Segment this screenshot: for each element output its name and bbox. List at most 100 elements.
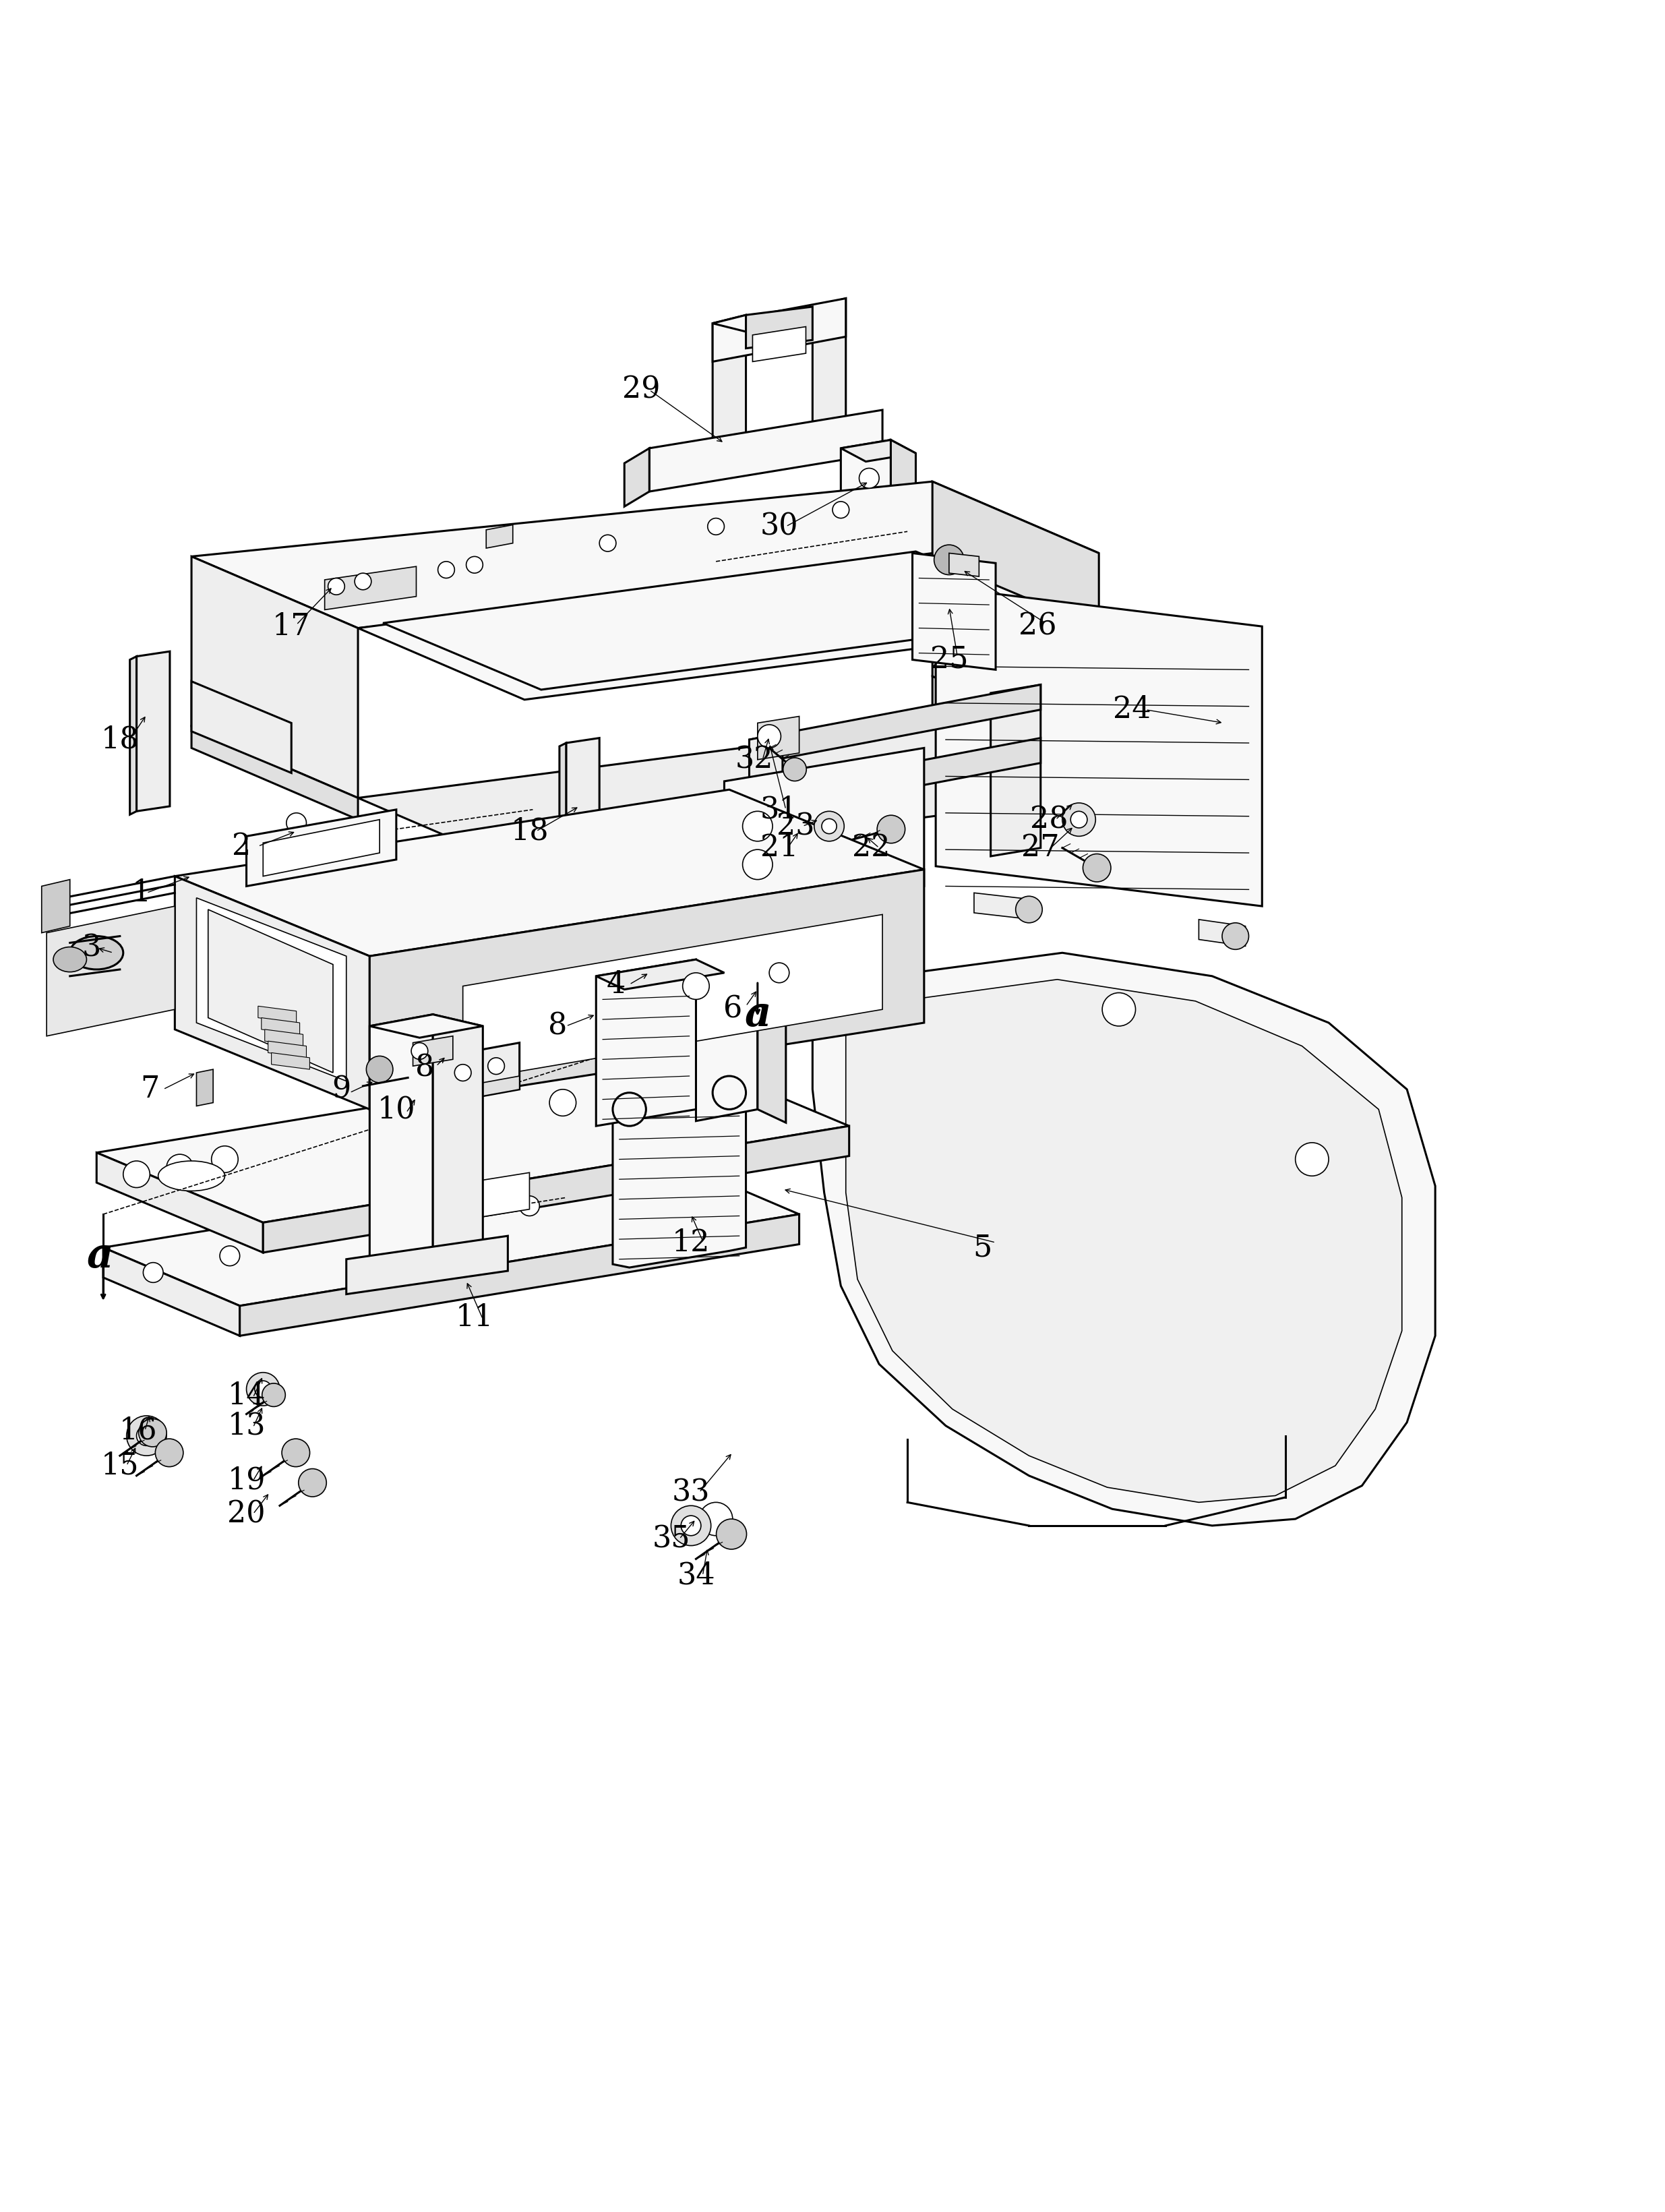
- Circle shape: [220, 1245, 240, 1265]
- Text: 29: 29: [623, 376, 659, 405]
- Polygon shape: [841, 440, 891, 518]
- Circle shape: [1102, 993, 1136, 1026]
- Polygon shape: [196, 1068, 213, 1106]
- Polygon shape: [713, 299, 846, 361]
- Circle shape: [708, 518, 724, 535]
- Polygon shape: [891, 440, 916, 524]
- Polygon shape: [261, 1018, 300, 1035]
- Circle shape: [934, 544, 964, 575]
- Polygon shape: [746, 307, 813, 347]
- Polygon shape: [346, 1237, 508, 1294]
- Text: 13: 13: [228, 1411, 265, 1440]
- Circle shape: [713, 1075, 746, 1110]
- Circle shape: [488, 1057, 504, 1075]
- Polygon shape: [749, 686, 1041, 765]
- Circle shape: [716, 1520, 746, 1548]
- Circle shape: [138, 1418, 166, 1447]
- Ellipse shape: [158, 1161, 225, 1190]
- Text: 20: 20: [228, 1500, 265, 1528]
- Text: 11: 11: [456, 1303, 493, 1332]
- Circle shape: [743, 849, 773, 880]
- Polygon shape: [258, 1006, 296, 1022]
- Text: 28: 28: [1031, 805, 1067, 834]
- Circle shape: [743, 812, 773, 841]
- Polygon shape: [413, 1035, 453, 1066]
- Text: 10: 10: [378, 1095, 415, 1124]
- Polygon shape: [97, 1055, 849, 1223]
- Circle shape: [411, 1042, 428, 1060]
- Polygon shape: [749, 739, 1041, 818]
- Polygon shape: [175, 876, 370, 1110]
- Circle shape: [438, 562, 455, 577]
- Polygon shape: [268, 1042, 306, 1057]
- Polygon shape: [265, 1029, 303, 1046]
- Polygon shape: [813, 953, 1435, 1526]
- Polygon shape: [596, 960, 696, 1126]
- Polygon shape: [566, 739, 599, 898]
- Polygon shape: [713, 314, 746, 473]
- Polygon shape: [991, 686, 1041, 856]
- Text: 2: 2: [231, 832, 251, 860]
- Text: 34: 34: [678, 1562, 714, 1590]
- Circle shape: [1295, 1144, 1329, 1177]
- Ellipse shape: [70, 936, 123, 969]
- Polygon shape: [370, 1015, 433, 1272]
- Circle shape: [859, 469, 879, 489]
- Polygon shape: [103, 1157, 799, 1305]
- Text: 16: 16: [120, 1416, 157, 1444]
- Polygon shape: [486, 524, 513, 549]
- Polygon shape: [383, 551, 1074, 690]
- Polygon shape: [974, 894, 1032, 920]
- Polygon shape: [97, 1152, 263, 1252]
- Polygon shape: [596, 960, 724, 989]
- Circle shape: [769, 962, 789, 982]
- Circle shape: [261, 1382, 285, 1407]
- Circle shape: [246, 1371, 280, 1407]
- Text: 17: 17: [273, 613, 310, 641]
- Text: 22: 22: [852, 834, 889, 863]
- Circle shape: [1062, 803, 1096, 836]
- Polygon shape: [263, 821, 380, 876]
- Circle shape: [1082, 854, 1111, 883]
- Polygon shape: [713, 314, 779, 332]
- Circle shape: [328, 577, 345, 595]
- Polygon shape: [375, 1130, 475, 1192]
- Polygon shape: [137, 650, 170, 812]
- Circle shape: [683, 973, 709, 1000]
- Circle shape: [1016, 896, 1042, 922]
- Text: 35: 35: [653, 1524, 689, 1553]
- Polygon shape: [103, 1248, 240, 1336]
- Text: 18: 18: [102, 726, 138, 754]
- Polygon shape: [240, 1214, 799, 1336]
- Circle shape: [832, 502, 849, 518]
- Circle shape: [166, 1155, 193, 1181]
- Text: 32: 32: [736, 745, 773, 774]
- Polygon shape: [196, 898, 346, 1082]
- Polygon shape: [191, 482, 1099, 628]
- Circle shape: [1071, 812, 1087, 827]
- Text: 6: 6: [723, 995, 743, 1024]
- Circle shape: [1222, 922, 1249, 949]
- Circle shape: [613, 1093, 646, 1126]
- Circle shape: [286, 814, 306, 834]
- Circle shape: [211, 1146, 238, 1172]
- Circle shape: [355, 573, 371, 591]
- Polygon shape: [175, 790, 924, 956]
- Polygon shape: [613, 1088, 746, 1267]
- Polygon shape: [271, 1053, 310, 1068]
- Circle shape: [814, 812, 844, 841]
- Polygon shape: [263, 1126, 849, 1252]
- Text: 8: 8: [415, 1053, 435, 1082]
- Circle shape: [599, 535, 616, 551]
- Polygon shape: [47, 907, 175, 1035]
- Polygon shape: [1199, 920, 1245, 947]
- Text: 33: 33: [673, 1478, 709, 1506]
- Polygon shape: [370, 1259, 483, 1283]
- Polygon shape: [753, 327, 806, 361]
- Polygon shape: [841, 440, 916, 462]
- Polygon shape: [191, 557, 358, 799]
- Polygon shape: [433, 1015, 483, 1272]
- Polygon shape: [724, 748, 924, 920]
- Circle shape: [281, 1438, 310, 1467]
- Text: a: a: [744, 993, 771, 1035]
